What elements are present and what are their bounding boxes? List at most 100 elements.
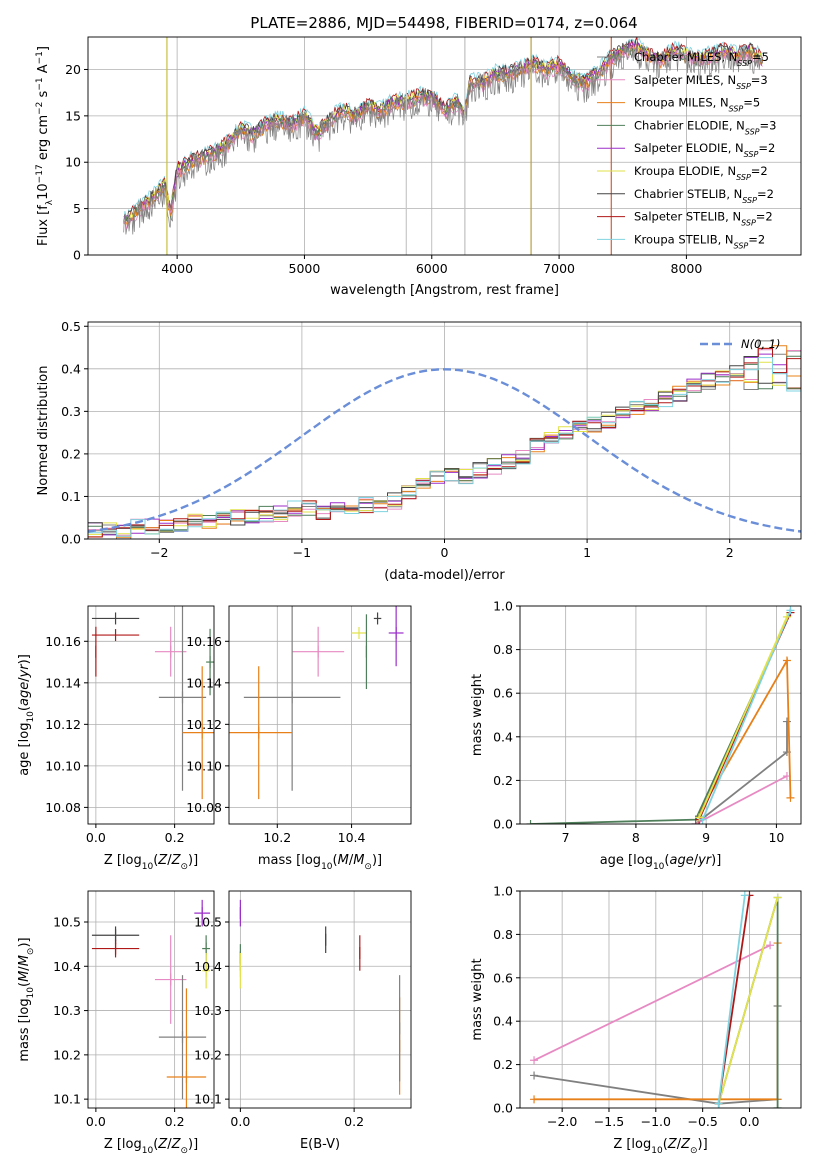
- y-tick-label: 10.10: [186, 758, 222, 773]
- weight-marker: [773, 1104, 782, 1108]
- weight-marker: [740, 891, 749, 900]
- y-tick-label: 0.2: [493, 1057, 513, 1072]
- age-vs-mass-frame: [228, 605, 412, 825]
- y-tick-label: 10: [65, 155, 81, 170]
- residual-histogram-6: [88, 350, 801, 533]
- legend-label-6: Chabrier STELIB, NSSP=2: [634, 187, 774, 205]
- legend-label-1: Salpeter MILES, NSSP=3: [634, 73, 768, 91]
- y-tick-label: 1.0: [493, 599, 513, 614]
- legend-label-8: Kroupa STELIB, NSSP=2: [634, 232, 765, 250]
- y-tick-label: 10.2: [53, 1047, 81, 1062]
- y-tick-label: 0.4: [493, 729, 513, 744]
- normal-curve: [88, 368, 801, 533]
- y-tick-label: 0.4: [61, 361, 81, 376]
- legend-label-2: Kroupa MILES, NSSP=5: [634, 96, 760, 114]
- mass-vs-Z-frame: [87, 890, 215, 1109]
- mass-vs-Z-axes: [84, 891, 214, 1112]
- undefined: mass [log10(M/M⊙)]: [258, 853, 382, 872]
- x-tick-label: 0.0: [86, 830, 106, 845]
- y-tick-label: 0.0: [493, 1101, 513, 1116]
- weight-line-4: [717, 897, 779, 1104]
- y-tick-label: 10.3: [53, 1003, 81, 1018]
- x-tick-label: 0.0: [230, 1114, 250, 1129]
- x-tick-label: 2: [726, 545, 734, 560]
- y-tick-label: 0.2: [61, 446, 81, 461]
- weight-line-5: [701, 610, 792, 820]
- x-tick-label: 0.0: [86, 1114, 106, 1129]
- legend-label-0: Chabrier MILES, NSSP=5: [634, 50, 769, 68]
- x-tick-label: 0.2: [344, 1114, 364, 1129]
- weight-marker: [782, 717, 791, 726]
- y-tick-label: 10.12: [186, 717, 222, 732]
- x-tick-label: −1.5: [594, 1114, 624, 1129]
- y-tick-label: 10.14: [186, 675, 222, 690]
- weight-vs-age-ylabel: mass weight: [470, 674, 485, 756]
- weight-vs-age-frame: [519, 605, 802, 825]
- y-tick-label: 0: [73, 248, 81, 263]
- x-tick-label: 9: [702, 830, 710, 845]
- y-tick-label: 10.5: [53, 915, 81, 930]
- y-tick-label: 10.10: [45, 758, 81, 773]
- y-tick-label: 0.8: [493, 927, 513, 942]
- spectrum-frame: [87, 36, 802, 256]
- residuals-frame: [87, 321, 802, 540]
- y-tick-label: 10.14: [45, 675, 81, 690]
- weight-marker: [773, 893, 782, 902]
- x-tick-label: 10: [768, 830, 784, 845]
- weight-marker: [530, 1056, 539, 1065]
- weight-line-6: [698, 616, 788, 818]
- y-tick-label: 10.4: [53, 959, 81, 974]
- y-tick-label: 0.5: [61, 319, 81, 334]
- residual-histogram-8: [88, 357, 801, 537]
- y-tick-label: 10.1: [53, 1092, 81, 1107]
- age-vs-Z-frame: [87, 605, 215, 825]
- age-vs-Z-axes: [84, 606, 214, 828]
- y-tick-label: 10.5: [194, 915, 222, 930]
- x-tick-label: 8000: [671, 261, 703, 276]
- y-tick-label: 10.3: [194, 1003, 222, 1018]
- y-tick-label: 0.6: [493, 970, 513, 985]
- undefined: age [log10(age/yr)]: [600, 853, 722, 872]
- mass-vs-EBV-frame: [228, 890, 412, 1109]
- x-tick-label: −2.0: [547, 1114, 577, 1129]
- weight-line-6: [717, 895, 746, 1104]
- weight-marker: [530, 1095, 539, 1104]
- mass-vs-EBV-axes: [225, 891, 411, 1112]
- age-vs-mass-axes: [225, 606, 411, 828]
- y-tick-label: 0.3: [61, 404, 81, 419]
- residuals-ylabel: Normed distribution: [36, 366, 51, 496]
- x-tick-label: 7000: [543, 261, 575, 276]
- residuals-axes: [84, 322, 801, 543]
- y-tick-label: 0.1: [61, 489, 81, 504]
- weight-marker: [526, 820, 535, 824]
- y-tick-label: 15: [65, 108, 81, 123]
- normal-legend-label: N(0, 1): [741, 337, 781, 351]
- x-tick-label: −1.0: [641, 1114, 671, 1129]
- weight-marker: [530, 1071, 539, 1080]
- weight-marker: [782, 612, 791, 621]
- x-tick-label: −0.5: [687, 1114, 717, 1129]
- undefined: Z [log10(Z/Z⊙)]: [104, 853, 198, 872]
- x-tick-label: −2: [150, 545, 168, 560]
- legend-label-4: Salpeter ELODIE, NSSP=2: [634, 141, 775, 159]
- y-tick-label: 10.16: [45, 634, 81, 649]
- undefined: Z [log10(Z/Z⊙)]: [104, 1137, 198, 1156]
- x-tick-label: 10.4: [338, 830, 366, 845]
- y-tick-label: 10.12: [45, 717, 81, 732]
- x-tick-label: 8: [632, 830, 640, 845]
- legend-label-3: Chabrier ELODIE, NSSP=3: [634, 118, 776, 136]
- weight-line-3: [530, 612, 792, 824]
- y-tick-label: 10.1: [194, 1092, 222, 1107]
- x-tick-label: 0: [441, 545, 449, 560]
- residual-histogram-4: [88, 351, 801, 536]
- undefined: E(B-V): [300, 1137, 340, 1152]
- y-tick-label: 0.0: [493, 817, 513, 832]
- weight-marker: [695, 813, 704, 822]
- x-tick-label: 0.0: [740, 1114, 760, 1129]
- x-tick-label: 4000: [161, 261, 193, 276]
- x-tick-label: 0.2: [165, 1114, 185, 1129]
- legend-label-7: Salpeter STELIB, NSSP=2: [634, 210, 773, 228]
- x-tick-label: 0.2: [165, 830, 185, 845]
- weight-marker: [766, 941, 775, 950]
- spectrum-line-0: [123, 41, 763, 235]
